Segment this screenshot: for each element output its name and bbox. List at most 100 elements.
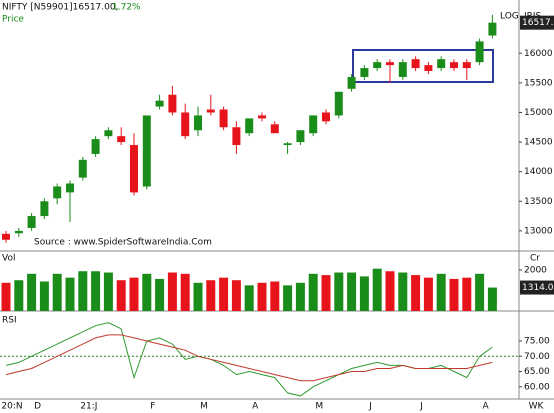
x-tick-label: D bbox=[34, 402, 41, 412]
volume-bar bbox=[103, 272, 113, 311]
volume-bar bbox=[359, 276, 369, 311]
scale-label: LOG bbox=[500, 12, 519, 22]
x-axis-label: WK bbox=[529, 402, 545, 412]
candle-body bbox=[232, 127, 241, 146]
candle-body bbox=[283, 143, 292, 146]
candle-body bbox=[66, 183, 74, 193]
candle-body bbox=[424, 65, 433, 72]
x-tick-label: J bbox=[419, 402, 423, 412]
volume-bar bbox=[219, 277, 229, 311]
candle-body bbox=[219, 109, 228, 128]
y-tick-label: 13000 bbox=[524, 226, 553, 236]
y-tick-label: 14500 bbox=[524, 138, 553, 148]
last-volume-box bbox=[520, 280, 554, 295]
y-tick-label: 15000 bbox=[524, 108, 553, 118]
rsi-label: RSI bbox=[2, 316, 17, 326]
candle-body bbox=[91, 139, 100, 154]
volume-bar bbox=[155, 278, 165, 311]
candle-body bbox=[194, 115, 202, 131]
rsi-line bbox=[5, 334, 493, 382]
x-tick-label: M bbox=[200, 402, 208, 412]
candle-body bbox=[130, 145, 138, 193]
candle-body bbox=[53, 186, 62, 199]
candle-body bbox=[78, 159, 87, 178]
x-tick-label: A bbox=[483, 402, 490, 412]
candle-body bbox=[40, 201, 49, 217]
y-tick-label: 75.00 bbox=[524, 337, 550, 347]
candle-body bbox=[142, 115, 151, 187]
volume-bar bbox=[1, 282, 11, 311]
candle-body bbox=[322, 112, 330, 122]
candle-body bbox=[462, 62, 471, 69]
x-tick-label: A bbox=[252, 402, 259, 412]
y-tick-label: 70.00 bbox=[524, 352, 550, 362]
volume-bar bbox=[449, 278, 459, 311]
volume-bar bbox=[411, 275, 421, 311]
candle-body bbox=[181, 112, 190, 137]
candle-body bbox=[475, 41, 484, 63]
volume-bar bbox=[91, 271, 101, 311]
change-label: 1.72% bbox=[112, 3, 141, 13]
y-tick-label: 65.00 bbox=[524, 367, 550, 377]
candle-body bbox=[296, 130, 305, 143]
candle-body bbox=[334, 91, 343, 116]
chart-title: NIFTY [N59901]16517.00, bbox=[2, 3, 118, 13]
y-tick-label: 13500 bbox=[524, 197, 553, 207]
volume-bar bbox=[321, 275, 331, 311]
volume-bar bbox=[462, 277, 472, 311]
candle-body bbox=[2, 233, 10, 240]
candle-body bbox=[104, 130, 113, 137]
last-price-label: 16517.00 bbox=[522, 18, 554, 28]
volume-bar bbox=[39, 281, 49, 311]
volume-bar bbox=[334, 272, 344, 311]
volume-bar bbox=[475, 273, 485, 311]
y-tick-label: 15500 bbox=[524, 78, 553, 88]
volume-bar bbox=[27, 273, 37, 311]
x-tick-label: F bbox=[150, 402, 155, 412]
volume-bar bbox=[244, 285, 254, 311]
volume-bar bbox=[487, 287, 497, 311]
source-annotation: Source : www.SpiderSoftwareIndia.Com bbox=[34, 238, 212, 248]
volume-bar bbox=[52, 273, 62, 311]
candle-body bbox=[347, 76, 356, 89]
volume-bar bbox=[423, 277, 433, 311]
volume-label: Vol bbox=[2, 254, 15, 264]
volume-bar bbox=[398, 272, 408, 311]
y-tick-label: 2000 bbox=[524, 265, 547, 275]
candle-body bbox=[309, 115, 318, 134]
volume-bar bbox=[347, 272, 357, 311]
x-tick-label: M bbox=[315, 402, 323, 412]
volume-bar bbox=[129, 277, 139, 311]
candle-body bbox=[411, 59, 420, 69]
candle-body bbox=[373, 62, 382, 69]
highlight-box bbox=[352, 49, 494, 83]
candle-body bbox=[27, 216, 36, 228]
volume-bar bbox=[65, 277, 75, 311]
volume-bar bbox=[78, 271, 88, 311]
volume-bar bbox=[295, 282, 305, 311]
last-price-box bbox=[520, 15, 554, 30]
candle-body bbox=[14, 230, 23, 234]
volume-bar bbox=[193, 282, 203, 311]
x-tick-label: J bbox=[368, 402, 372, 412]
candle-body bbox=[206, 109, 215, 113]
price-label: Price bbox=[2, 15, 24, 25]
candle-body bbox=[117, 136, 126, 143]
x-tick-label: 20:N bbox=[1, 402, 22, 412]
volume-unit: Cr bbox=[530, 254, 540, 264]
candle-body bbox=[450, 62, 458, 69]
candle-body bbox=[437, 59, 446, 69]
volume-bar bbox=[436, 273, 446, 311]
volume-bar bbox=[385, 271, 395, 311]
volume-bar bbox=[167, 272, 177, 311]
volume-bar bbox=[270, 281, 280, 311]
x-tick-label: 21:J bbox=[80, 402, 97, 412]
candle-body bbox=[386, 62, 394, 66]
y-tick-label: 16000 bbox=[524, 49, 553, 59]
candle-body bbox=[360, 68, 369, 77]
volume-bar bbox=[206, 280, 216, 311]
volume-bar bbox=[14, 280, 24, 311]
candle-body bbox=[488, 22, 497, 36]
